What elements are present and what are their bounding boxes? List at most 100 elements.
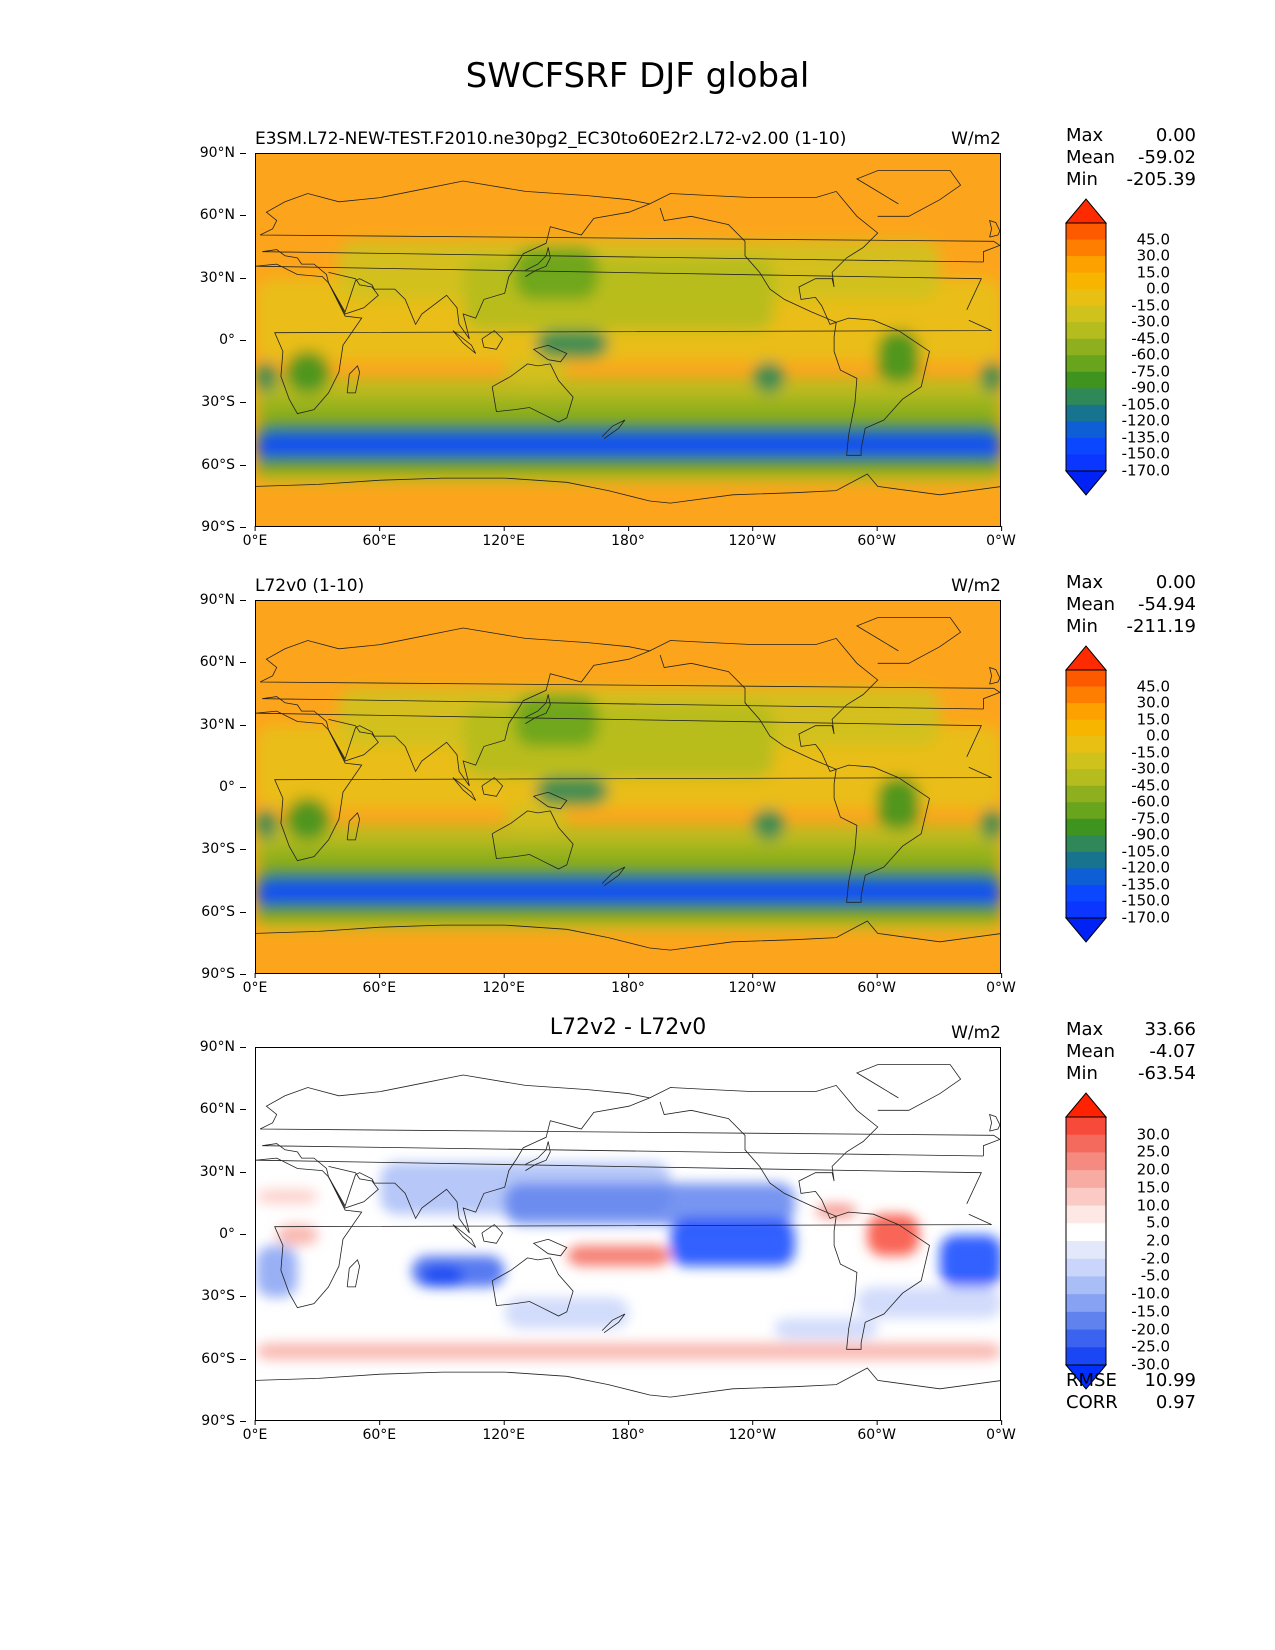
- y-tick-label: 30°S: [201, 1288, 246, 1305]
- stat-value: -59.02: [1137, 147, 1196, 168]
- panel-title: E3SM.L72-NEW-TEST.F2010.ne30pg2_EC30to60…: [255, 129, 847, 149]
- stat-value: -205.39: [1126, 169, 1196, 190]
- coastline: [259, 627, 1000, 787]
- coastline: [452, 1224, 477, 1248]
- colorbar-tick-label: -45.0: [1131, 329, 1170, 348]
- colorbar-labels: 30.0 25.0 20.0 15.0 10.0 5.0 2.0 -2.0 -5.0 -10.0-…: [1100, 1091, 1170, 1391]
- y-tick-label: 90°S: [201, 519, 246, 535]
- colorbar-tick-label: -15.0: [1131, 296, 1170, 315]
- colorbar-tick-label: 10.0: [1136, 1196, 1170, 1215]
- colorbar-tick-label: -75.0: [1131, 809, 1170, 828]
- coastline: [601, 1313, 626, 1334]
- units-label: W/m2: [951, 129, 1001, 149]
- colorbar-tick-label: 20.0: [1136, 1160, 1170, 1179]
- y-tick-label: 30°N: [199, 269, 247, 286]
- coastline: [491, 810, 574, 870]
- y-tick-label: 60°S: [201, 903, 246, 920]
- x-tick-label: 0°W: [986, 526, 1016, 549]
- stat-label: Min: [1066, 616, 1098, 637]
- stat-value: -63.54: [1137, 1063, 1196, 1084]
- coastline: [259, 180, 1000, 340]
- coastline: [856, 1064, 962, 1111]
- x-tick-label: 120°E: [482, 526, 525, 549]
- coastline: [833, 1211, 930, 1350]
- stat-label: Mean: [1066, 1041, 1116, 1062]
- colorbar: [1064, 1091, 1108, 1391]
- colorbar-tick-label: -120.0: [1121, 858, 1170, 877]
- coastline: [856, 170, 962, 217]
- colorbar-tick-label: 25.0: [1136, 1142, 1170, 1161]
- colorbar-tick-label: -5.0: [1140, 1266, 1170, 1285]
- x-tick-label: 60°W: [857, 1420, 896, 1443]
- x-tick-label: 120°E: [482, 973, 525, 996]
- panel-title: L72v0 (1-10): [255, 576, 365, 596]
- stat-label: Max: [1066, 1019, 1104, 1040]
- y-tick-label: 90°N: [199, 592, 247, 608]
- stat-value: 0.00: [1155, 572, 1196, 593]
- colorbar-tick-label: 0.0: [1146, 726, 1170, 745]
- x-tick-label: 120°W: [728, 1420, 777, 1443]
- coastline: [346, 365, 361, 394]
- x-tick-label: 60°W: [857, 526, 896, 549]
- colorbar-tick-label: -170.0: [1121, 461, 1170, 480]
- colorbar-tick-label: -15.0: [1131, 743, 1170, 762]
- colorbar-tick-label: 30.0: [1136, 693, 1170, 712]
- colorbar-tick-label: -150.0: [1121, 891, 1170, 910]
- colorbar-tick-label: -2.0: [1140, 1249, 1170, 1268]
- stat-label: Mean: [1066, 147, 1116, 168]
- coastline: [833, 317, 930, 456]
- stat-value: 0.00: [1155, 125, 1196, 146]
- panel-center-title: L72v2 - L72v0: [549, 1015, 707, 1040]
- x-tick-label: 0°W: [986, 1420, 1016, 1443]
- colorbar-tick-label: 5.0: [1146, 1213, 1170, 1232]
- x-tick-label: 60°E: [362, 526, 397, 549]
- coastline: [256, 1157, 992, 1309]
- panel-test-model: E3SM.L72-NEW-TEST.F2010.ne30pg2_EC30to60…: [0, 125, 1275, 573]
- x-tick-label: 180°: [611, 526, 645, 549]
- coastline: [328, 272, 379, 315]
- units-label: W/m2: [951, 1023, 1001, 1043]
- x-tick-label: 0°E: [242, 526, 268, 549]
- x-tick-label: 120°W: [728, 526, 777, 549]
- stat-label: Min: [1066, 1063, 1098, 1084]
- colorbar-tick-label: -90.0: [1131, 378, 1170, 397]
- coastline: [452, 330, 477, 354]
- colorbar-tick-label: -60.0: [1131, 792, 1170, 811]
- y-tick-label: 30°S: [201, 841, 246, 858]
- stat-label: Mean: [1066, 594, 1116, 615]
- colorbar-tick-label: -170.0: [1121, 908, 1170, 927]
- colorbar-tick-label: -10.0: [1131, 1284, 1170, 1303]
- colorbar-tick-label: -15.0: [1131, 1302, 1170, 1321]
- coastline: [833, 764, 930, 903]
- stat-value: -4.07: [1149, 1041, 1196, 1062]
- stat-value: 33.66: [1144, 1019, 1196, 1040]
- coastline: [532, 1238, 568, 1257]
- stat-value: -54.94: [1137, 594, 1196, 615]
- x-tick-label: 0°E: [242, 973, 268, 996]
- colorbar-tick-label: 15.0: [1136, 710, 1170, 729]
- colorbar-tick-label: -90.0: [1131, 825, 1170, 844]
- y-tick-label: 0°: [219, 779, 246, 795]
- coastline: [481, 777, 504, 797]
- y-tick-label: 30°N: [199, 716, 247, 733]
- coastline: [256, 263, 992, 415]
- metric-label: RMSE: [1066, 1370, 1117, 1391]
- colorbar-labels: 45.0 30.0 15.0 0.0 -15.0 -30.0 -45.0 -60.0 -75.0…: [1100, 644, 1170, 944]
- colorbar-tick-label: 30.0: [1136, 246, 1170, 265]
- colorbar-tick-label: -60.0: [1131, 345, 1170, 364]
- metrics-box: RMSE 10.99 CORR 0.97: [1066, 1370, 1196, 1414]
- x-tick-label: 60°E: [362, 1420, 397, 1443]
- coastline: [649, 190, 879, 325]
- coastline: [989, 666, 1000, 685]
- coastline: [346, 812, 361, 841]
- coastline: [481, 330, 504, 350]
- coastline: [649, 1084, 879, 1219]
- colorbar: [1064, 644, 1108, 944]
- colorbar-tick-label: 0.0: [1146, 279, 1170, 298]
- coastline: [491, 1257, 574, 1317]
- x-tick-label: 120°E: [482, 1420, 525, 1443]
- coastline: [256, 1367, 1000, 1398]
- colorbar-tick-label: 30.0: [1136, 1125, 1170, 1144]
- y-tick-label: 60°N: [199, 654, 247, 671]
- y-tick-label: 30°N: [199, 1163, 247, 1180]
